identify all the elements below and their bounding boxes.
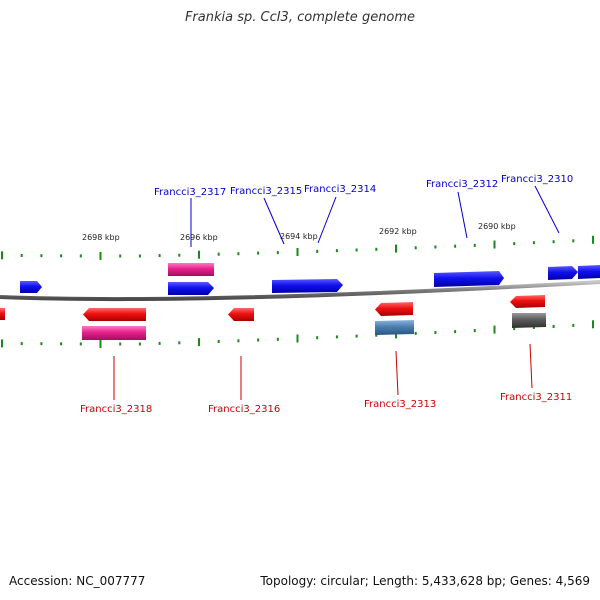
inner-tick-major bbox=[296, 334, 299, 343]
outer-tick-minor bbox=[513, 242, 516, 246]
scale-label-2692: 2692 kbp bbox=[379, 227, 417, 236]
inner-tick-minor bbox=[237, 339, 240, 343]
outer-tick-major bbox=[198, 250, 200, 259]
outer-tick-major bbox=[592, 235, 594, 244]
outer-tick-minor bbox=[158, 254, 161, 258]
gene-label-Francci3-2310[interactable]: Francci3_2310 bbox=[501, 174, 573, 185]
outer-tick-minor bbox=[454, 244, 457, 248]
outer-tick-minor bbox=[434, 245, 437, 249]
feature-pink-2317[interactable] bbox=[168, 263, 214, 276]
outer-tick-minor bbox=[414, 246, 417, 250]
gene-label-Francci3-2315[interactable]: Francci3_2315 bbox=[230, 186, 302, 197]
inner-tick-minor bbox=[138, 342, 141, 346]
gene-label-Francci3-2318[interactable]: Francci3_2318 bbox=[80, 404, 152, 415]
outer-tick-major bbox=[296, 248, 299, 256]
inner-tick-minor bbox=[513, 327, 516, 331]
outer-tick-minor bbox=[473, 243, 476, 247]
outer-tick-major bbox=[1, 251, 3, 260]
inner-tick-major bbox=[198, 338, 200, 347]
scale-label-2696: 2696 kbp bbox=[180, 233, 218, 242]
gene-arrow-Francci3-2315-2314[interactable] bbox=[272, 279, 343, 293]
map-title: Frankia sp. CcI3, complete genome bbox=[184, 10, 416, 25]
gene-label-Francci3-2312[interactable]: Francci3_2312 bbox=[426, 179, 498, 190]
outer-tick-minor bbox=[572, 239, 575, 243]
gene-label-Francci3-2316[interactable]: Francci3_2316 bbox=[208, 404, 280, 415]
inner-tick-minor bbox=[355, 334, 358, 338]
inner-tick-minor bbox=[60, 342, 63, 346]
inner-tick-minor bbox=[40, 342, 43, 346]
gene-arrow-Francci3-2311[interactable] bbox=[510, 295, 545, 308]
gene-arrow-Francci3-2318[interactable] bbox=[83, 308, 146, 321]
feature-steelblue-2313[interactable] bbox=[375, 320, 414, 335]
gene-label-Francci3-2314[interactable]: Francci3_2314 bbox=[304, 184, 376, 195]
outer-tick-minor bbox=[276, 251, 279, 255]
outer-tick-minor bbox=[60, 254, 63, 258]
outer-tick-minor bbox=[532, 241, 535, 245]
outer-tick-minor bbox=[40, 254, 43, 258]
inner-tick-minor bbox=[79, 342, 82, 346]
outer-tick-minor bbox=[237, 252, 240, 256]
outer-tick-major bbox=[395, 244, 397, 253]
outer-tick-minor bbox=[355, 248, 358, 252]
scale-label-2690: 2690 kbp bbox=[478, 222, 516, 231]
genome-backbone bbox=[0, 280, 600, 302]
feature-pink-2318[interactable] bbox=[82, 326, 146, 340]
inner-tick-minor bbox=[257, 338, 260, 342]
inner-tick-major bbox=[493, 325, 496, 334]
outer-tick-minor bbox=[79, 254, 82, 258]
scale-ticks-outer bbox=[1, 235, 594, 260]
inner-tick-minor bbox=[316, 336, 319, 340]
scale-label-2694: 2694 kbp bbox=[280, 232, 318, 241]
outer-tick-minor bbox=[178, 253, 181, 257]
inner-tick-minor bbox=[178, 341, 181, 345]
inner-tick-minor bbox=[532, 326, 535, 329]
outer-tick-minor bbox=[375, 247, 378, 251]
gene-arrow-Francci3-2317[interactable] bbox=[168, 282, 214, 295]
gene-label-Francci3-2317[interactable]: Francci3_2317 bbox=[154, 187, 226, 198]
gene-arrow-forward-right-edge[interactable] bbox=[578, 265, 600, 279]
gene-label-Francci3-2313[interactable]: Francci3_2313 bbox=[364, 399, 436, 410]
feature-gray-2311[interactable] bbox=[512, 313, 546, 328]
inner-tick-major bbox=[99, 340, 102, 348]
scale-ticks-inner bbox=[1, 320, 594, 348]
gene-arrow-Francci3-2313[interactable] bbox=[375, 302, 413, 316]
forward-leader-lines bbox=[190, 185, 560, 247]
gene-arrow-Francci3-2312[interactable] bbox=[434, 271, 504, 287]
inner-tick-minor bbox=[119, 342, 122, 346]
inner-tick-minor bbox=[414, 331, 417, 335]
accession-text: Accession: NC_007777 bbox=[9, 574, 146, 588]
inner-tick-minor bbox=[454, 330, 457, 334]
inner-tick-minor bbox=[217, 340, 220, 343]
outer-tick-minor bbox=[138, 254, 141, 258]
inner-tick-minor bbox=[158, 341, 161, 345]
inner-tick-minor bbox=[473, 329, 476, 333]
genome-stats-text: Topology: circular; Length: 5,433,628 bp… bbox=[260, 574, 590, 588]
inner-tick-minor bbox=[375, 333, 378, 337]
outer-tick-minor bbox=[552, 240, 555, 244]
gene-arrow-forward-left[interactable] bbox=[20, 281, 42, 293]
inner-tick-major bbox=[592, 320, 594, 329]
reverse-leader-lines bbox=[113, 343, 533, 400]
inner-tick-minor bbox=[572, 323, 575, 327]
inner-tick-minor bbox=[552, 325, 555, 328]
outer-tick-minor bbox=[217, 252, 220, 256]
gene-arrow-Francci3-2310[interactable] bbox=[548, 266, 578, 280]
outer-tick-minor bbox=[335, 249, 338, 253]
outer-tick-major bbox=[99, 251, 102, 260]
outer-tick-minor bbox=[257, 251, 260, 255]
inner-tick-minor bbox=[335, 335, 338, 339]
outer-tick-major bbox=[493, 240, 496, 249]
gene-arrow-Francci3-2316[interactable] bbox=[228, 308, 254, 321]
inner-tick-major bbox=[1, 339, 3, 348]
inner-tick-minor bbox=[276, 337, 279, 341]
inner-tick-minor bbox=[434, 331, 437, 334]
outer-tick-minor bbox=[119, 254, 122, 258]
outer-tick-minor bbox=[316, 249, 319, 253]
gene-arrow-reverse-left-edge[interactable] bbox=[0, 308, 5, 320]
gene-label-Francci3-2311[interactable]: Francci3_2311 bbox=[500, 392, 572, 403]
outer-tick-minor bbox=[20, 254, 23, 257]
scale-label-2698: 2698 kbp bbox=[82, 233, 120, 242]
inner-tick-minor bbox=[20, 342, 23, 346]
